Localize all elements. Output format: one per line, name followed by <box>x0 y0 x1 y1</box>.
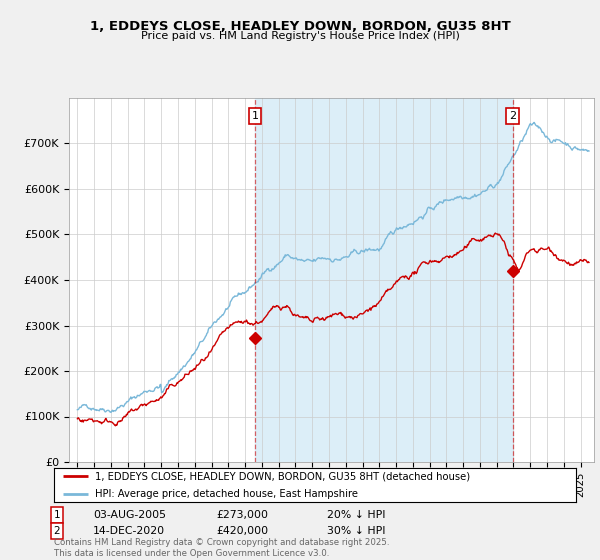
Text: 1: 1 <box>53 510 61 520</box>
Text: £273,000: £273,000 <box>216 510 268 520</box>
Bar <box>255 98 512 462</box>
Text: Contains HM Land Registry data © Crown copyright and database right 2025.
This d: Contains HM Land Registry data © Crown c… <box>54 538 389 558</box>
Text: £420,000: £420,000 <box>216 526 268 536</box>
Text: 2: 2 <box>509 111 516 121</box>
Text: HPI: Average price, detached house, East Hampshire: HPI: Average price, detached house, East… <box>95 489 358 498</box>
Text: 03-AUG-2005: 03-AUG-2005 <box>93 510 166 520</box>
Text: Price paid vs. HM Land Registry's House Price Index (HPI): Price paid vs. HM Land Registry's House … <box>140 31 460 41</box>
Text: 20% ↓ HPI: 20% ↓ HPI <box>327 510 386 520</box>
Text: 1: 1 <box>251 111 259 121</box>
Text: 14-DEC-2020: 14-DEC-2020 <box>93 526 165 536</box>
Text: 1, EDDEYS CLOSE, HEADLEY DOWN, BORDON, GU35 8HT: 1, EDDEYS CLOSE, HEADLEY DOWN, BORDON, G… <box>89 20 511 32</box>
Text: 1, EDDEYS CLOSE, HEADLEY DOWN, BORDON, GU35 8HT (detached house): 1, EDDEYS CLOSE, HEADLEY DOWN, BORDON, G… <box>95 472 470 481</box>
Text: 30% ↓ HPI: 30% ↓ HPI <box>327 526 386 536</box>
Text: 2: 2 <box>53 526 61 536</box>
